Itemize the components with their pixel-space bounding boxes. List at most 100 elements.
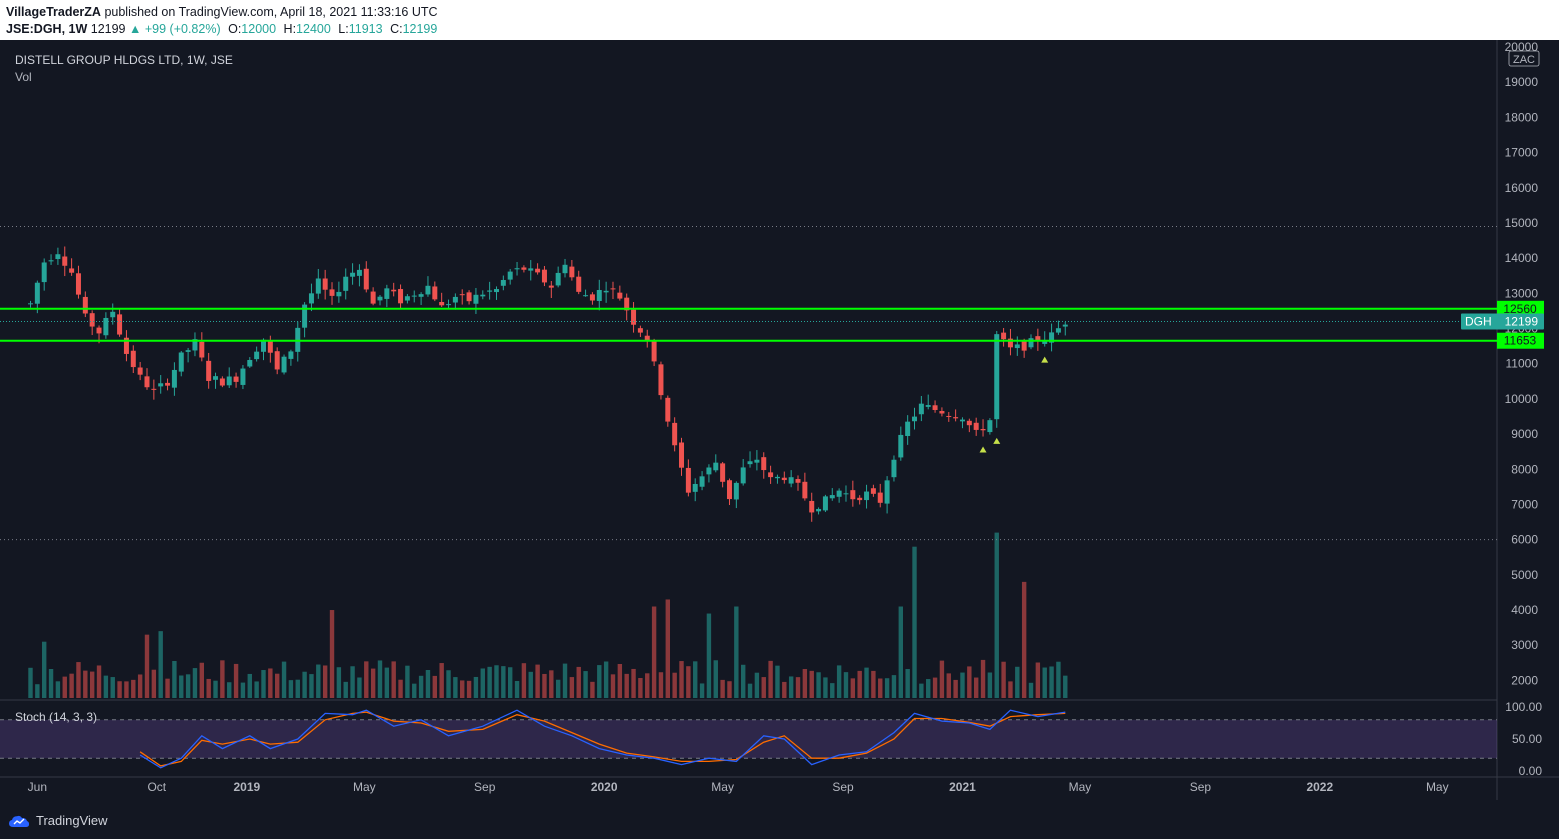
price-chart[interactable]: 20000 19000 18000 17000 16000 15000 14000 13000… [0, 40, 1559, 802]
candle-body [1007, 338, 1013, 348]
volume-bar [281, 661, 287, 698]
price-tick: 14000 [1505, 251, 1539, 265]
candle-body [315, 278, 321, 294]
time-tick: 2019 [233, 780, 260, 794]
close-value: 12199 [402, 22, 438, 36]
volume-bar [597, 665, 602, 698]
volume-bar [48, 668, 54, 698]
volume-bar [473, 676, 479, 698]
volume-bar [603, 661, 609, 698]
volume-bar [507, 667, 513, 698]
volume-bar [610, 674, 616, 698]
candle-body [740, 467, 746, 484]
price-tick: 11000 [1506, 357, 1539, 371]
last-price-tag[interactable] [1461, 313, 1544, 330]
chart-header: VillageTraderZA published on TradingView… [0, 0, 1559, 40]
volume-bar [446, 670, 451, 698]
volume-bar [261, 670, 266, 698]
candle-body [411, 295, 417, 297]
tradingview-logo[interactable]: TradingView [8, 813, 108, 828]
volume-bar [83, 670, 88, 698]
volume-bar [836, 665, 842, 698]
volume-bar [165, 678, 170, 698]
price-tick: 19000 [1505, 75, 1539, 89]
volume-bar [1063, 675, 1068, 698]
candle-body [953, 417, 959, 419]
price-axis[interactable]: 20000 19000 18000 17000 16000 15000 14000 13000… [1461, 40, 1544, 687]
price-tick: 10000 [1505, 392, 1539, 406]
candle-body [418, 294, 424, 297]
price-tick: 6000 [1511, 533, 1538, 547]
volume-bar [768, 660, 773, 698]
volume-bar [227, 682, 232, 698]
volume-bar [28, 667, 33, 698]
candle-body [864, 491, 870, 501]
candle-body [213, 376, 219, 380]
candle-body [631, 309, 637, 325]
time-tick: May [711, 780, 734, 794]
candle-body [151, 388, 157, 390]
volume-bar [946, 673, 951, 698]
volume-bar [788, 676, 794, 698]
candle-body [322, 278, 328, 290]
candle-body [363, 268, 369, 290]
volume-bar [151, 669, 157, 698]
level-price-label: 12560 [1503, 302, 1537, 316]
stoch-d-line [139, 711, 1066, 767]
time-tick: Sep [832, 780, 854, 794]
candle-body [562, 264, 568, 274]
candle-body [857, 497, 863, 501]
level-price-tag[interactable] [1497, 300, 1544, 317]
candle-body [548, 285, 554, 288]
volume-bar [179, 675, 184, 698]
candle-body [425, 285, 431, 295]
candle-body [877, 492, 883, 503]
volume-bar [528, 671, 533, 698]
price-tick: 18000 [1505, 110, 1539, 124]
time-tick: 2021 [949, 780, 976, 794]
candle-body [254, 351, 260, 360]
volume-bar [1056, 661, 1061, 698]
volume-bar [631, 668, 636, 698]
volume-bar [919, 683, 924, 698]
candle-body [1028, 338, 1034, 348]
footer: TradingView [0, 802, 1559, 839]
volume-bar [487, 666, 492, 698]
candle-body [356, 269, 362, 276]
candle-body [994, 334, 1000, 420]
stoch-tick: 100.00 [1505, 700, 1542, 714]
volume-bar [624, 673, 629, 698]
candle-body [939, 410, 945, 414]
price-tick: 20000 [1505, 40, 1539, 54]
candle-body [946, 415, 952, 417]
volume-bar [76, 662, 81, 698]
volume-bar [110, 677, 115, 698]
stoch-tick: 50.00 [1512, 732, 1542, 746]
candle-body [41, 262, 47, 283]
candle-body [1042, 339, 1048, 344]
volume-bar [220, 660, 225, 698]
candle-body [96, 327, 102, 334]
low-value: 11913 [348, 22, 383, 36]
author-name[interactable]: VillageTraderZA [6, 5, 101, 19]
volume-bar [782, 681, 787, 698]
candle-body [713, 462, 719, 471]
level-price-tag[interactable] [1497, 332, 1544, 349]
candle-body [404, 296, 410, 301]
candle-body [644, 335, 650, 342]
candle-body [1014, 344, 1020, 349]
volume-bar [891, 675, 897, 698]
candle-body [178, 352, 184, 372]
candle-body [432, 286, 438, 300]
tradingview-cloud-icon [9, 815, 30, 827]
signal-markers [979, 356, 1049, 453]
time-axis[interactable]: Jun Oct 2019 May Sep 2020 May Sep 2021 May Sep 2022… [28, 780, 1449, 794]
price-tick: 4000 [1511, 603, 1538, 617]
candle-body [726, 480, 732, 500]
volume-bar [857, 670, 862, 698]
candle-body [144, 376, 150, 388]
volume-bar [747, 683, 753, 698]
volume-bar [460, 680, 465, 698]
volume-bar [816, 672, 821, 698]
horizontal-levels[interactable] [0, 225, 1497, 541]
